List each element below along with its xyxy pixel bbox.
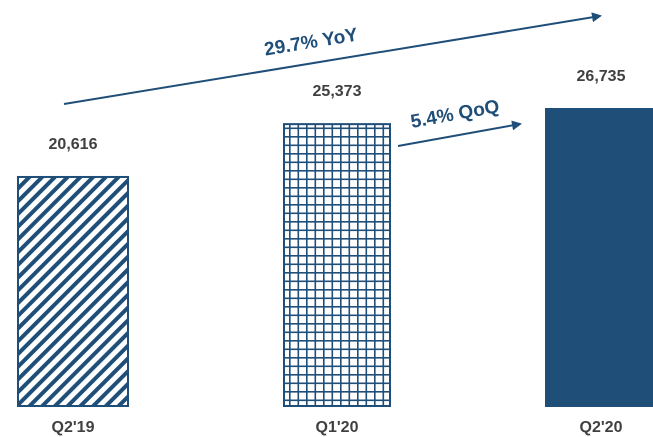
category-label-1: Q2'19: [52, 419, 95, 436]
category-label-3: Q2'20: [580, 419, 623, 436]
bar-2: [283, 123, 391, 408]
yoy-growth-label: 29.7% YoY: [263, 25, 360, 61]
value-label-3: 26,735: [577, 68, 626, 85]
value-label-1: 20,616: [49, 136, 98, 153]
bar-1: [17, 175, 129, 407]
qoq-arrow: [397, 120, 522, 147]
yoy-arrow: [63, 12, 602, 105]
bar-3: [545, 108, 653, 407]
category-label-2: Q1'20: [316, 419, 359, 436]
qoq-growth-label: 5.4% QoQ: [409, 96, 501, 133]
value-label-2: 25,373: [313, 83, 362, 100]
